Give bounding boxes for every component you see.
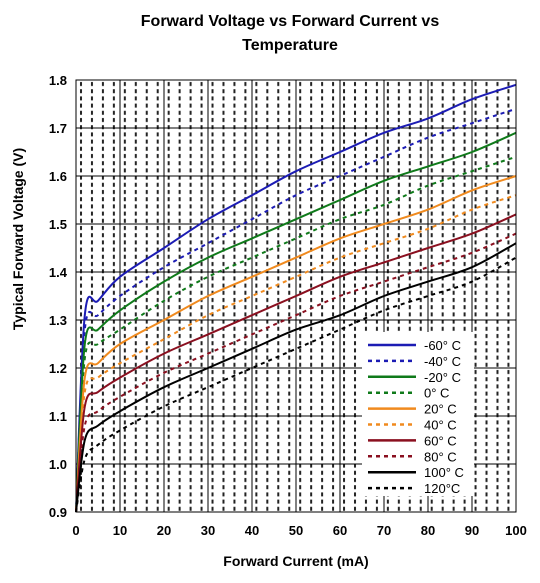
x-tick-label: 40 [245,523,259,538]
legend: -60° C-40° C-20° C0° C20° C40° C60° C80°… [368,338,464,496]
series-line [75,131,517,513]
y-tick-label: 0.9 [49,505,67,520]
legend-label: 60° C [424,433,457,448]
y-tick-label: 1.8 [49,73,67,88]
y-tick-label: 1.0 [49,457,67,472]
y-axis-label: Typical Forward Voltage (V) [10,147,26,331]
legend-label: 100° C [424,465,464,480]
series-line [75,232,517,513]
grid-lines [75,79,517,513]
series-lines [75,83,517,513]
x-tick-label: 70 [377,523,391,538]
x-tick-labels: 0 10 20 30 40 50 60 70 80 90 100 [72,523,526,538]
y-tick-label: 1.1 [49,409,67,424]
legend-label: -20° C [424,370,461,385]
chart-title-line-2: Temperature [242,37,338,54]
legend-label: -60° C [424,338,461,353]
x-axis-label: Forward Current (mA) [223,553,369,569]
y-tick-label: 1.6 [49,169,67,184]
series-line [75,83,517,513]
series-line [75,242,517,513]
plot-frame [75,79,517,513]
chart-title-line-1: Forward Voltage vs Forward Current vs [140,13,440,30]
x-tick-label: 20 [157,523,171,538]
series-line [75,256,517,513]
legend-label: 40° C [424,418,457,433]
x-tick-label: 90 [465,523,479,538]
y-tick-label: 1.2 [49,361,67,376]
series-line [75,107,517,513]
legend-label: 0° C [424,386,449,401]
legend-box [362,332,474,496]
x-tick-label: 30 [201,523,215,538]
y-tick-label: 1.7 [49,121,67,136]
y-tick-label: 1.3 [49,313,67,328]
x-tick-label: 10 [113,523,127,538]
series-line [75,194,517,513]
x-tick-label: 0 [72,523,79,538]
y-tick-labels: 0.9 1.0 1.1 1.2 1.3 1.4 1.5 1.6 1.7 1.8 [49,73,68,520]
y-tick-label: 1.4 [49,265,68,280]
series-line [75,175,517,513]
series-line [75,155,517,513]
x-tick-label: 60 [333,523,347,538]
legend-label: -40° C [424,354,461,369]
x-tick-label: 80 [421,523,435,538]
x-tick-label: 100 [505,523,527,538]
chart-title: Forward Voltage vs Forward Current vs Te… [60,10,520,58]
y-tick-label: 1.5 [49,217,67,232]
legend-label: 80° C [424,449,457,464]
legend-label: 120°C [424,481,460,496]
series-line [75,213,517,513]
x-tick-label: 50 [289,523,303,538]
legend-label: 20° C [424,402,457,417]
